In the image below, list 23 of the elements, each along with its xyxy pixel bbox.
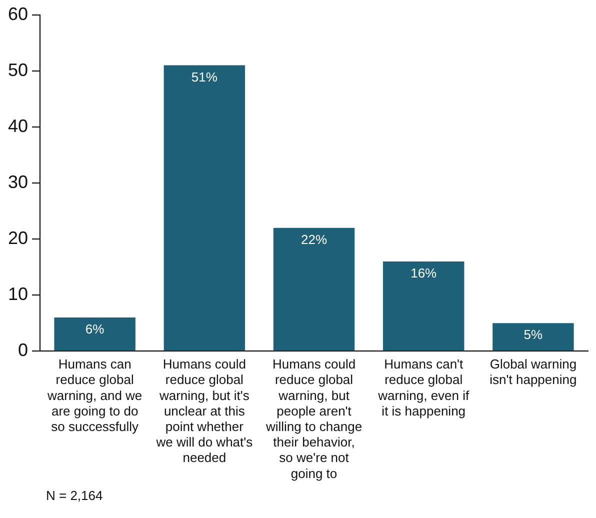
y-tick-label: 30 bbox=[8, 172, 28, 192]
bar bbox=[492, 323, 574, 351]
x-tick-label: Global warning isn't happening bbox=[490, 356, 577, 388]
bar bbox=[164, 65, 246, 351]
y-tick-label: 60 bbox=[8, 4, 28, 24]
x-tick-label: Humans can reduce global warning, and we are going to do so successfully bbox=[46, 356, 142, 434]
y-tick-label: 10 bbox=[8, 284, 28, 304]
bar bbox=[273, 228, 355, 351]
data-label: 16% bbox=[410, 266, 438, 281]
y-tick-label: 40 bbox=[8, 116, 28, 136]
data-label: 51% bbox=[191, 69, 218, 84]
bar bbox=[54, 318, 136, 351]
text: N = 2,164 bbox=[46, 488, 103, 503]
data-label: 5% bbox=[524, 327, 544, 342]
bar bbox=[383, 261, 464, 351]
x-tick-label: Humans could reduce global warning, but people aren't willing to change their behavior, so we're not going to bbox=[264, 356, 362, 481]
data-label: 6% bbox=[85, 322, 105, 337]
y-tick-label: 50 bbox=[8, 60, 28, 80]
x-tick-label: Humans could reduce global warning, but it's unclear at this point whether we will do what's needed bbox=[155, 356, 254, 466]
y-tick-label: 0 bbox=[18, 340, 28, 360]
y-tick-label: 20 bbox=[8, 228, 28, 248]
x-tick-label: Humans can't reduce global warning, even if it is happening bbox=[377, 356, 470, 418]
data-label: 22% bbox=[300, 232, 328, 247]
